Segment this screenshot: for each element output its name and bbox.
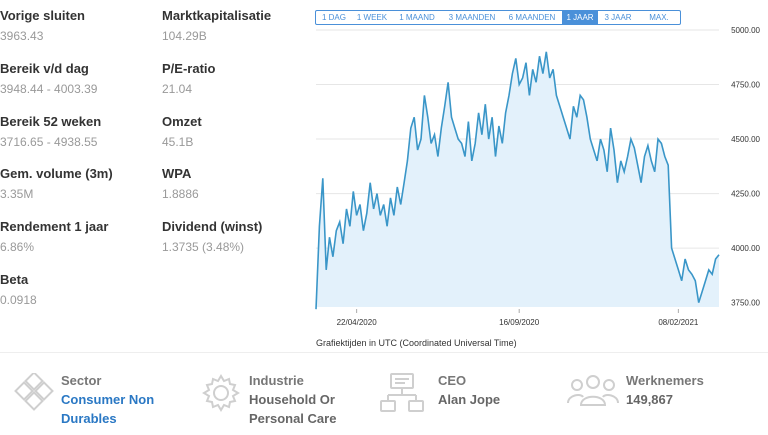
stat-value: 3.35M bbox=[0, 187, 34, 201]
sector-icon bbox=[14, 373, 54, 411]
stat-day-range: Bereik v/d dag 3948.44 - 4003.39 bbox=[0, 61, 97, 96]
price-line bbox=[315, 51, 720, 310]
stat-label: Bereik 52 weken bbox=[0, 114, 102, 129]
info-value-line1: Consumer Non bbox=[61, 392, 155, 407]
stat-label: Vorige sluiten bbox=[0, 8, 85, 23]
chart-timezone-note: Grafiektijden in UTC (Coordinated Univer… bbox=[316, 338, 517, 348]
people-icon bbox=[567, 375, 619, 406]
info-title: CEO bbox=[438, 373, 467, 388]
stat-label: Rendement 1 jaar bbox=[0, 219, 109, 234]
stat-revenue: Omzet 45.1B bbox=[162, 114, 202, 149]
tab-max[interactable]: MAX. bbox=[649, 13, 669, 22]
stat-label: Beta bbox=[0, 272, 29, 287]
y-tick-label: 4500.00 bbox=[731, 135, 760, 144]
stat-dividend: Dividend (winst) 1.3735 (3.48%) bbox=[162, 219, 262, 254]
x-tick-label: 08/02/2021 bbox=[658, 318, 699, 327]
range-tabs: 1 DAG 1 WEEK 1 MAAND 3 MAANDEN 6 MAANDEN… bbox=[315, 10, 681, 25]
info-value-line2: Durables bbox=[61, 411, 117, 426]
tab-1-year[interactable]: 1 JAAR bbox=[562, 11, 598, 24]
org-chart-icon bbox=[380, 373, 424, 412]
stat-label: Gem. volume (3m) bbox=[0, 166, 113, 181]
stat-value: 104.29B bbox=[162, 29, 207, 43]
tab-1-week[interactable]: 1 WEEK bbox=[356, 13, 388, 22]
stat-value: 6.86% bbox=[0, 240, 35, 254]
stat-label: P/E-ratio bbox=[162, 61, 216, 76]
info-value-line1: Alan Jope bbox=[438, 392, 501, 407]
info-strip bbox=[0, 352, 768, 435]
y-tick-label: 3750.00 bbox=[731, 299, 760, 308]
stat-value: 0.0918 bbox=[0, 293, 37, 307]
stat-value: 3716.65 - 4938.55 bbox=[0, 135, 98, 149]
stat-pe-ratio: P/E-ratio 21.04 bbox=[162, 61, 215, 96]
info-employees: Werknemers 149,867 bbox=[567, 373, 757, 433]
x-tick-label: 16/09/2020 bbox=[499, 318, 540, 327]
price-chart: 5000.00 4750.00 4500.00 4250.00 4000.00 3750.… bbox=[315, 26, 761, 348]
stat-label: Omzet bbox=[162, 114, 202, 129]
stat-label: Bereik v/d dag bbox=[0, 61, 89, 76]
stat-label: Marktkapitalisatie bbox=[162, 8, 272, 23]
y-tick-label: 4750.00 bbox=[731, 81, 760, 90]
info-title: Sector bbox=[61, 373, 102, 388]
stat-value: 21.04 bbox=[162, 82, 193, 96]
stat-avg-volume: Gem. volume (3m) 3.35M bbox=[0, 166, 113, 201]
info-industry: Industrie Household Or Personal Care bbox=[201, 373, 381, 433]
stat-value: 3963.43 bbox=[0, 29, 44, 43]
tab-3-months[interactable]: 3 MAANDEN bbox=[448, 13, 496, 22]
info-value-line1: Household Or bbox=[249, 392, 335, 407]
x-axis-ticks: 22/04/2020 16/09/2020 08/02/2021 bbox=[337, 309, 699, 327]
stat-label: Dividend (winst) bbox=[162, 219, 263, 234]
gear-icon bbox=[202, 374, 240, 412]
stat-1-year-return: Rendement 1 jaar 6.86% bbox=[0, 219, 108, 254]
y-axis-ticks: 5000.00 4750.00 4500.00 4250.00 4000.00 3750.… bbox=[731, 26, 760, 308]
stat-eps: WPA 1.8886 bbox=[162, 166, 199, 201]
stat-value: 1.8886 bbox=[162, 187, 199, 201]
tab-3-years[interactable]: 3 JAAR bbox=[604, 13, 632, 22]
tab-6-months[interactable]: 6 MAANDEN bbox=[508, 13, 556, 22]
stat-52-week-range: Bereik 52 weken 3716.65 - 4938.55 bbox=[0, 114, 101, 149]
tab-1-month[interactable]: 1 MAAND bbox=[399, 13, 435, 22]
price-area bbox=[316, 51, 719, 310]
info-ceo: CEO Alan Jope bbox=[380, 373, 560, 433]
stat-previous-close: Vorige sluiten 3963.43 bbox=[0, 8, 85, 43]
stat-beta: Beta 0.0918 bbox=[0, 272, 37, 307]
stat-value: 1.3735 (3.48%) bbox=[162, 240, 245, 254]
info-sector: Sector Consumer Non Durables bbox=[14, 373, 194, 433]
y-tick-label: 5000.00 bbox=[731, 26, 760, 35]
info-title: Werknemers bbox=[626, 373, 704, 388]
info-value-line2: Personal Care bbox=[249, 411, 337, 426]
stat-market-cap: Marktkapitalisatie 104.29B bbox=[162, 8, 271, 43]
x-tick-label: 22/04/2020 bbox=[337, 318, 378, 327]
stat-value: 3948.44 - 4003.39 bbox=[0, 82, 98, 96]
info-title: Industrie bbox=[249, 373, 304, 388]
y-tick-label: 4000.00 bbox=[731, 244, 760, 253]
y-tick-label: 4250.00 bbox=[731, 190, 760, 199]
stat-label: WPA bbox=[162, 166, 192, 181]
stat-value: 45.1B bbox=[162, 135, 194, 149]
tab-1-day[interactable]: 1 DAG bbox=[321, 13, 346, 22]
info-value-line1: 149,867 bbox=[626, 392, 673, 407]
